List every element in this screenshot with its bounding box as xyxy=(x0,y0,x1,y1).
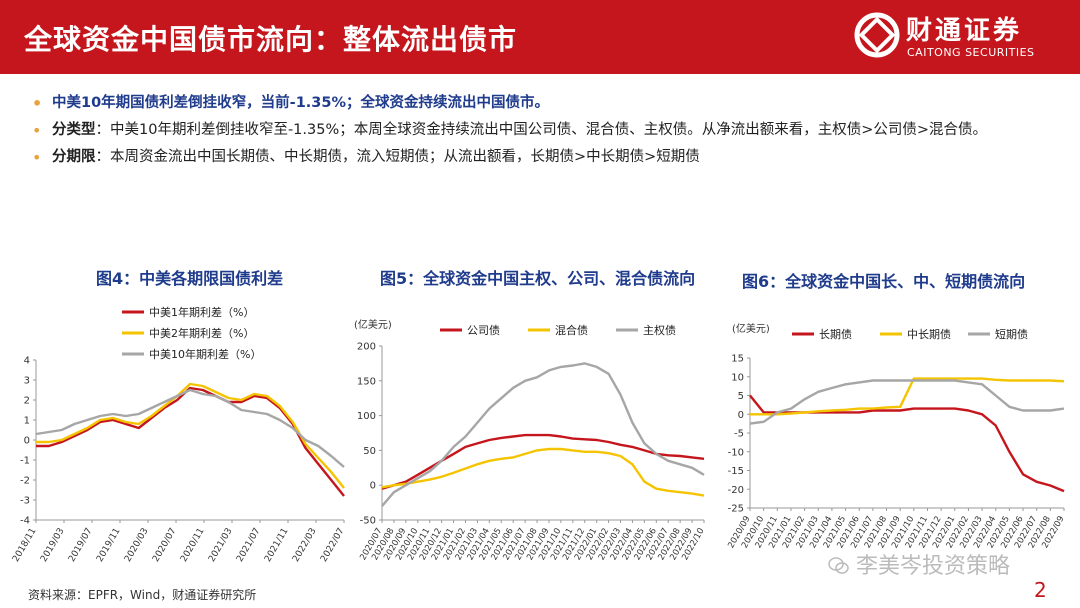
y-tick-label: -1 xyxy=(20,456,30,467)
y-tick-label: 5 xyxy=(738,391,744,402)
chart-title: 图6：全球资金中国长、中、短期债流向 xyxy=(742,272,1026,291)
y-tick-label: -10 xyxy=(728,447,744,458)
x-tick-label: 2018/11 xyxy=(12,527,39,563)
y-tick-label: 200 xyxy=(357,342,376,353)
x-tick-label: 2021/11 xyxy=(263,527,290,563)
legend-label: 混合债 xyxy=(555,323,588,337)
y-tick-label: -50 xyxy=(360,516,376,527)
x-tick-label: 2020/07 xyxy=(151,527,178,563)
legend-label: 中长期债 xyxy=(907,327,951,341)
series-line xyxy=(35,388,345,468)
chart-title: 图4：中美各期限国债利差 xyxy=(96,269,284,288)
legend-label: 中美2年期利差（%） xyxy=(149,326,254,340)
series-line xyxy=(36,382,345,489)
page-title: 全球资金中国债市流向：整体流出债市 xyxy=(24,23,518,56)
bullet-lead: 分类型 xyxy=(52,122,96,138)
chart-bond-tenor-flow: -25-20-15-10-50510152020/092020/102020/1… xyxy=(726,322,1066,548)
wechat-icon xyxy=(828,557,849,574)
bullet-text: ：中美10年期利差倒挂收窄至-1.35%；本周全球资金持续流出中国公司债、混合债… xyxy=(95,122,988,138)
series-line xyxy=(749,379,1065,425)
bullet-item: 中美10年期国债利差倒挂收窄，当前-1.35%；全球资金持续流出中国债市。 xyxy=(32,90,1072,117)
legend-label: 公司债 xyxy=(467,323,500,337)
y-tick-label: 10 xyxy=(731,372,744,383)
x-tick-label: 2020/11 xyxy=(179,527,206,563)
y-tick-label: 2 xyxy=(24,396,30,407)
y-tick-label: 3 xyxy=(24,376,30,387)
legend-label: 中美1年期利差（%） xyxy=(149,305,254,319)
y-tick-label: 15 xyxy=(731,354,744,365)
logo-text-en: CAITONG SECURITIES xyxy=(907,46,1035,59)
x-tick-label: 2019/07 xyxy=(67,527,94,563)
x-tick-label: 2021/03 xyxy=(207,527,234,563)
bullet-list: 中美10年期国债利差倒挂收窄，当前-1.35%；全球资金持续流出中国债市。 分类… xyxy=(32,90,1072,171)
x-tick-label: 2022/07 xyxy=(319,527,346,563)
bullet-item: 分期限：本周资金流出中国长期债、中长期债，流入短期债；从流出额看，长期债>中长期… xyxy=(32,144,1072,171)
company-logo: 财通证券 CAITONG SECURITIES xyxy=(840,0,1080,74)
series-line xyxy=(36,386,345,497)
x-tick-label: 2020/03 xyxy=(123,527,150,563)
y-tick-label: 0 xyxy=(738,410,744,421)
chart-spread: -4 -3 -2 -1 0 1 2 3 4 2018/11 2019/03 2019/07 2019/1… xyxy=(12,305,347,563)
bullet-lead: 分期限 xyxy=(52,149,96,165)
y-tick-label: -4 xyxy=(20,516,30,527)
logo-text-cn: 财通证券 xyxy=(906,16,1023,46)
x-tick-label: 2019/11 xyxy=(95,527,122,563)
y-tick-label: 0 xyxy=(370,481,376,492)
y-tick-label: 100 xyxy=(357,411,376,422)
bullet-text: ：本周资金流出中国长期债、中长期债，流入短期债；从流出额看，长期债>中长期债>短… xyxy=(95,149,700,165)
y-tick-label: 4 xyxy=(24,356,30,367)
chart-bond-type-flow: -500501001502002020/072020/082020/092020… xyxy=(354,318,707,562)
series-line xyxy=(381,433,705,490)
bullet-item: 分类型：中美10年期利差倒挂收窄至-1.35%；本周全球资金持续流出中国公司债、… xyxy=(32,117,1072,144)
series-line xyxy=(750,377,1065,416)
legend-label: 短期债 xyxy=(995,327,1028,341)
y-tick-label: 50 xyxy=(363,446,376,457)
y-tick-label: -5 xyxy=(734,429,744,440)
legend-label: 中美10年期利差（%） xyxy=(149,347,261,361)
x-tick-label: 2021/07 xyxy=(235,527,262,563)
source-note: 资料来源：EPFR，Wind，财通证券研究所 xyxy=(28,588,257,602)
page-number: 2 xyxy=(1034,578,1047,602)
y-tick-label: 0 xyxy=(24,436,30,447)
y-tick-label: 1 xyxy=(24,416,30,427)
y-tick-label: 150 xyxy=(357,376,376,387)
y-axis-label: (亿美元) xyxy=(354,318,392,331)
x-tick-label: 2019/03 xyxy=(39,527,66,563)
series-line xyxy=(381,447,705,497)
legend-label: 主权债 xyxy=(643,323,676,337)
y-tick-label: -2 xyxy=(20,476,30,487)
y-tick-label: -15 xyxy=(728,466,744,477)
y-tick-label: -20 xyxy=(728,485,744,496)
y-tick-label: -25 xyxy=(728,504,744,515)
series-line xyxy=(381,362,705,507)
watermark-text: 李美岑投资策略 xyxy=(856,554,1011,579)
legend-label: 长期债 xyxy=(819,327,852,341)
chart-title: 图5：全球资金中国主权、公司、混合债流向 xyxy=(380,269,696,288)
x-tick-label: 2022/03 xyxy=(291,527,318,563)
logo-emblem-icon xyxy=(854,12,900,58)
bullet-text: 中美10年期国债利差倒挂收窄，当前-1.35%；全球资金持续流出中国债市。 xyxy=(52,95,549,111)
y-axis-label: (亿美元) xyxy=(732,322,770,335)
header-bar: 全球资金中国债市流向：整体流出债市 财通证券 CAITONG SECURITIE… xyxy=(0,0,1080,74)
y-tick-label: -3 xyxy=(20,496,30,507)
